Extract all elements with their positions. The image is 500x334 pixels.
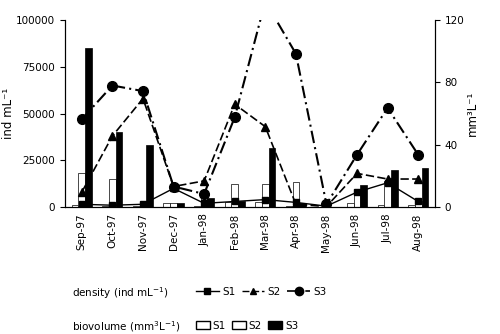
Bar xyxy=(224,202,232,207)
Bar xyxy=(78,173,85,207)
Y-axis label: mm³L⁻¹: mm³L⁻¹ xyxy=(466,91,479,136)
Bar xyxy=(146,145,153,207)
Bar xyxy=(422,168,428,207)
Bar xyxy=(408,205,415,207)
Y-axis label: ind mL⁻¹: ind mL⁻¹ xyxy=(2,88,15,139)
Bar xyxy=(347,203,354,207)
Bar xyxy=(238,201,245,207)
Bar xyxy=(268,148,276,207)
Bar xyxy=(354,191,360,207)
Bar xyxy=(262,184,268,207)
Bar xyxy=(194,206,201,207)
Bar xyxy=(164,203,170,207)
Bar xyxy=(170,203,177,207)
Bar xyxy=(255,202,262,207)
Bar xyxy=(85,48,92,207)
Bar xyxy=(384,181,391,207)
Bar xyxy=(177,203,184,207)
Text: biovolume (mm$^3$L$^{-1}$): biovolume (mm$^3$L$^{-1}$) xyxy=(72,319,181,334)
Bar xyxy=(286,206,292,207)
Bar xyxy=(299,203,306,207)
Bar xyxy=(133,205,140,207)
Bar xyxy=(292,182,299,207)
Bar xyxy=(360,185,367,207)
Bar xyxy=(415,201,422,207)
Bar xyxy=(208,198,214,207)
Bar xyxy=(201,191,207,207)
Bar xyxy=(232,184,238,207)
Legend: S1, S2, S3: S1, S2, S3 xyxy=(196,321,298,331)
Bar xyxy=(72,205,78,207)
Bar xyxy=(116,132,122,207)
Bar xyxy=(378,205,384,207)
Text: density (ind mL$^{-1}$): density (ind mL$^{-1}$) xyxy=(72,286,169,302)
Bar xyxy=(102,206,109,207)
Bar xyxy=(391,170,398,207)
Bar xyxy=(109,179,116,207)
